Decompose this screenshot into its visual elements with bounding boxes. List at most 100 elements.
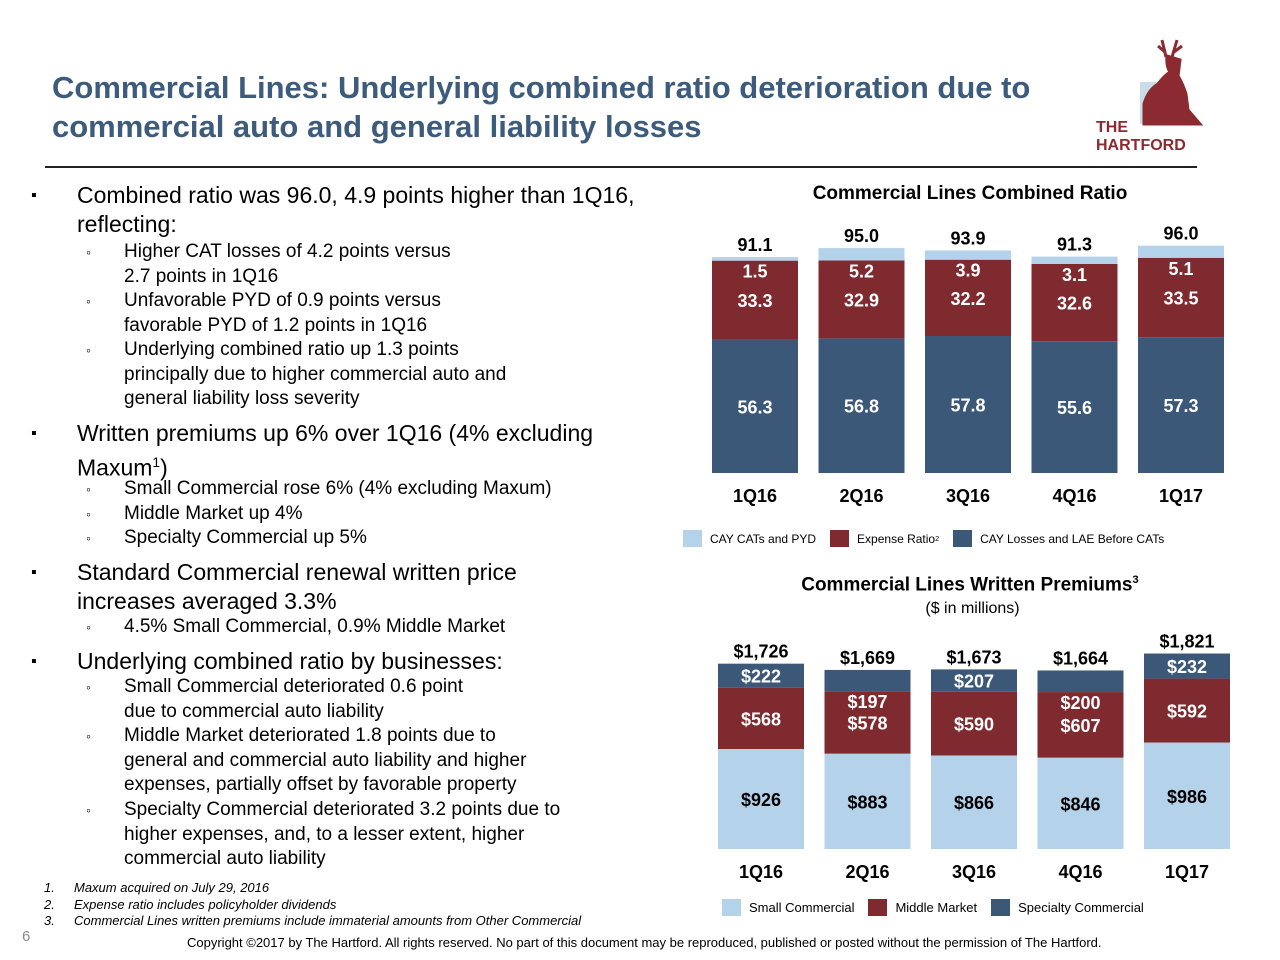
- data-label: 57.3: [1163, 396, 1198, 416]
- sub-bullet-line: due to commercial auto liability: [124, 700, 384, 722]
- bar-segment: [818, 248, 905, 261]
- legend-swatch: [830, 530, 850, 547]
- sub-bullet-line: principally due to higher commercial aut…: [124, 363, 507, 385]
- footnote-text: Expense ratio includes policyholder divi…: [74, 897, 337, 912]
- bar-segment: [1144, 678, 1230, 743]
- total-label: $1,673: [946, 647, 1001, 667]
- written-premiums-chart: $926 $568 $222 $1,726 1Q16 $883 $578$197 $1,669…: [718, 632, 1230, 882]
- bar-segment: [931, 755, 1017, 849]
- data-label: 32.6: [1057, 294, 1092, 314]
- sub-bullet-marker: ◦: [86, 481, 91, 497]
- total-label: 95.0: [844, 226, 879, 246]
- total-label: 93.9: [950, 228, 985, 248]
- legend-swatch: [683, 530, 702, 547]
- category-label: 1Q17: [1159, 486, 1203, 506]
- bar-segment: [1031, 263, 1118, 342]
- legend-item: CAY Losses and LAE Before CATs: [953, 530, 1164, 547]
- sub-bullet: ◦ Middle Market up 4%: [86, 502, 302, 527]
- sub-bullet-marker: ◦: [86, 619, 91, 635]
- total-label: $1,821: [1159, 632, 1214, 652]
- sub-bullet-line: higher expenses, and, to a lesser extent…: [124, 823, 525, 845]
- bar-segment: [824, 691, 911, 754]
- footnote-number: 2.: [44, 897, 55, 912]
- data-label: 1.5: [742, 262, 767, 282]
- sub-bullet-line: general and commercial auto liability an…: [124, 749, 527, 771]
- data-label: $866: [954, 793, 994, 813]
- data-label: $883: [847, 792, 887, 812]
- legend-label: Small Commercial: [749, 900, 855, 915]
- data-label: $926: [741, 790, 781, 810]
- bullet-marker: ▪: [31, 653, 37, 670]
- sub-bullet-line: commercial auto liability: [124, 848, 326, 870]
- chart-title-text: Commercial Lines Written Premiums: [801, 574, 1133, 596]
- footnote-text: Commercial Lines written premiums includ…: [74, 913, 582, 928]
- bullet-combined-ratio: ▪ Combined ratio was 96.0, 4.9 points hig…: [31, 181, 647, 239]
- bar-segment: [1138, 245, 1224, 258]
- data-label: 5.2: [849, 261, 874, 281]
- sub-bullet-marker: ◦: [86, 293, 91, 309]
- category-label: 2Q16: [839, 486, 883, 506]
- footnote-number: 3.: [44, 913, 55, 928]
- bar-segment: [712, 257, 798, 261]
- footnote: 2. Expense ratio includes policyholder di…: [44, 897, 336, 914]
- bar-segment: [1144, 742, 1230, 849]
- chart-legend: Small Commercial Middle Market Specialty C…: [722, 899, 1158, 916]
- footnote-ref: 2: [935, 534, 940, 543]
- bar-segment: [818, 260, 905, 339]
- svg-text:THE: THE: [1096, 119, 1128, 136]
- sub-bullet-marker: ◦: [86, 802, 91, 818]
- data-label: $590: [954, 715, 994, 735]
- bar-segment: [824, 753, 911, 849]
- legend-item: Small Commercial: [722, 899, 854, 916]
- legend-swatch: [722, 899, 741, 916]
- category-label: 3Q16: [946, 486, 990, 506]
- bar-segment: [925, 259, 1011, 337]
- data-label: $232: [1167, 657, 1207, 677]
- data-label: $846: [1060, 794, 1100, 814]
- data-label: $607: [1060, 716, 1100, 736]
- page-number: 6: [22, 928, 31, 945]
- total-label: $1,669: [840, 648, 895, 668]
- legend-label: Specialty Commercial: [1018, 900, 1144, 915]
- total-label: $1,726: [733, 642, 788, 662]
- legend-label: Expense Ratio: [857, 531, 936, 546]
- sub-bullet: ◦ Specialty Commercial deteriorated 3.2 p…: [86, 798, 561, 872]
- data-label: 56.8: [844, 397, 879, 417]
- bullet-text: Underlying combined ratio by businesses:: [77, 648, 503, 674]
- data-label: 55.6: [1057, 398, 1092, 418]
- sub-bullet-line: Small Commercial rose 6% (4% excluding M…: [124, 478, 552, 499]
- bullet-marker: ▪: [31, 187, 37, 204]
- sub-bullet-marker: ◦: [86, 679, 91, 695]
- total-label: 91.1: [737, 235, 772, 255]
- sub-bullet: ◦ Middle Market deteriorated 1.8 points d…: [86, 724, 527, 798]
- bullet-underlying-by-business: ▪ Underlying combined ratio by businesses…: [31, 647, 647, 676]
- category-label: 1Q17: [1165, 862, 1209, 882]
- sub-bullet-line: general liability loss severity: [124, 388, 360, 410]
- data-label: 56.3: [737, 397, 772, 417]
- sub-bullet-marker: ◦: [86, 728, 91, 744]
- bullet-text: Written premiums up 6% over 1Q16 (4% exc…: [77, 420, 594, 481]
- footnote-text: Maxum acquired on July 29, 2016: [74, 880, 270, 895]
- data-label: $200: [1060, 693, 1100, 713]
- sub-bullet-line: Unfavorable PYD of 0.9 points versus: [124, 290, 441, 311]
- combined-ratio-chart: 56.3 33.3 1.5 91.1 1Q16 56.8 32.9 5.2 95.0 2Q16 57…: [712, 224, 1224, 506]
- bullet-marker: ▪: [31, 564, 37, 581]
- chart-legend: CAY CATs and PYD Expense Ratio 2 CAY Losses…: [683, 530, 1178, 547]
- sub-bullet: ◦ Unfavorable PYD of 0.9 points versus fav…: [86, 289, 441, 338]
- category-label: 1Q16: [739, 862, 783, 882]
- data-label: $986: [1167, 787, 1207, 807]
- footnote-ref: 1: [152, 455, 161, 470]
- sub-bullet-marker: ◦: [86, 244, 91, 260]
- category-label: 4Q16: [1058, 862, 1102, 882]
- legend-item: Specialty Commercial: [991, 899, 1144, 916]
- sub-bullet-line: 4.5% Small Commercial, 0.9% Middle Marke…: [124, 616, 506, 637]
- bar-segment: [712, 339, 798, 473]
- svg-text:HARTFORD: HARTFORD: [1096, 137, 1186, 154]
- bar-segment: [712, 260, 798, 340]
- sub-bullet-line: Specialty Commercial deteriorated 3.2 po…: [124, 799, 561, 820]
- data-label: $207: [954, 672, 994, 692]
- data-label: 32.9: [844, 290, 879, 310]
- copyright: Copyright ©2017 by The Hartford. All rig…: [187, 935, 1102, 950]
- bullet-marker: ▪: [31, 425, 37, 442]
